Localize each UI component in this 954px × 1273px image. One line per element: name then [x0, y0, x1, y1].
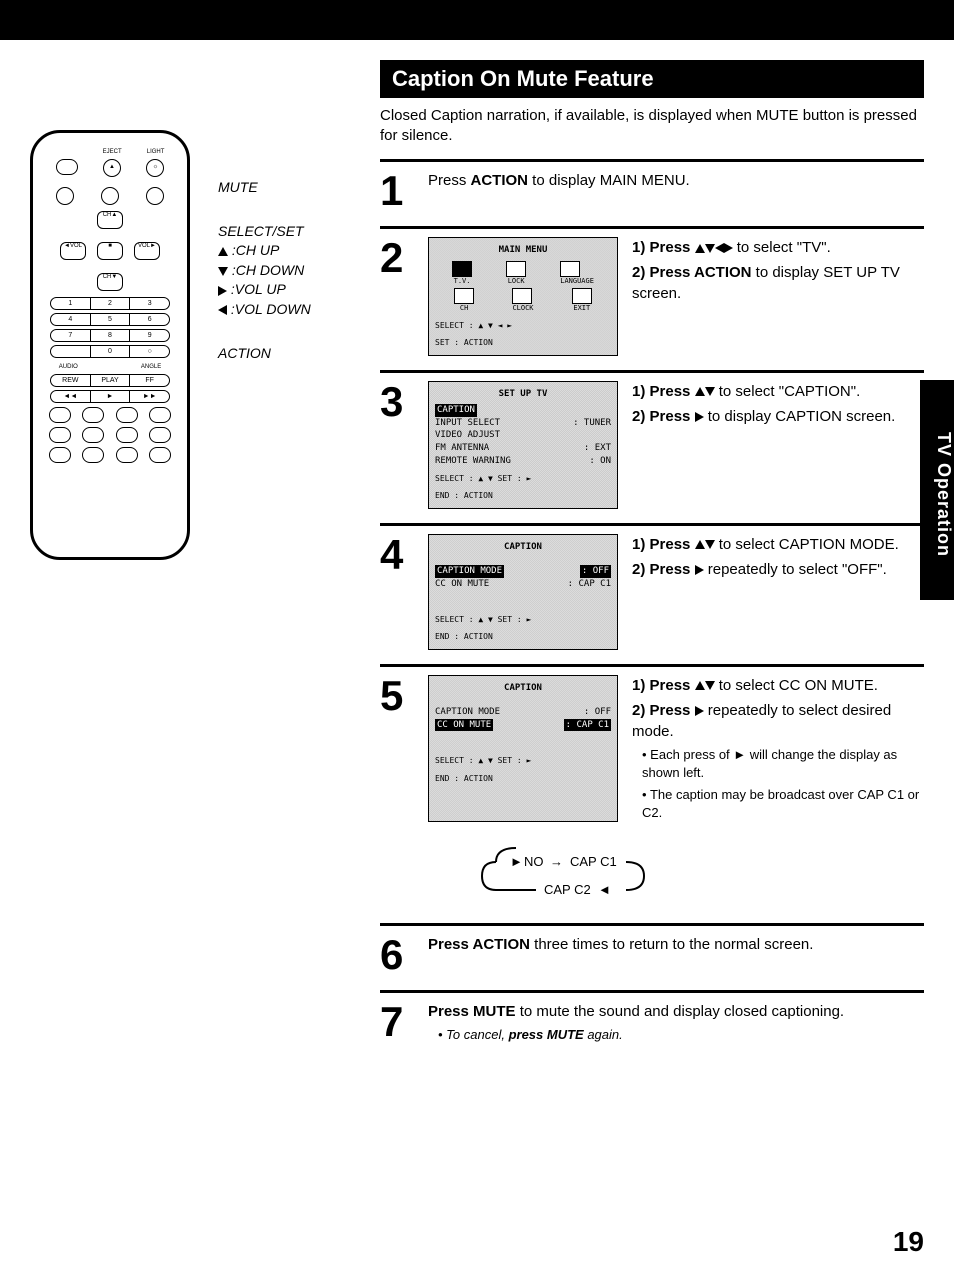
remote-pause-button — [49, 407, 71, 423]
step-2-text: 1) Press to select "TV". 2) Press ACTION… — [632, 237, 924, 356]
remote-misc-button — [146, 187, 164, 205]
remote-callouts: MUTE SELECT/SET :CH UP :CH DOWN :VOL UP … — [218, 130, 311, 387]
step-5-num: 5 — [380, 675, 416, 910]
svg-text:NO: NO — [524, 854, 544, 869]
remote-illustration: EJECT LIGHT ▲ ☼ CH▲ ◄VOL ■ VOL► — [30, 130, 190, 560]
callout-action: ACTION — [218, 344, 311, 364]
callout-ch-up: :CH UP — [218, 241, 311, 261]
remote-eject-button: ▲ — [103, 159, 121, 177]
svg-text:►: ► — [510, 854, 523, 869]
remote-c2-button — [82, 447, 104, 463]
side-tab: TV Operation — [920, 380, 954, 600]
step-6: 6 Press ACTION three times to return to … — [380, 923, 924, 990]
svg-text:→: → — [550, 854, 563, 869]
step-7-text: Press MUTE to mute the sound and display… — [428, 1001, 924, 1044]
step-5-osd: CAPTION CAPTION MODE: OFF CC ON MUTE: CA… — [428, 675, 618, 823]
step-5-text: 1) Press to select CC ON MUTE. 2) Press … — [632, 675, 924, 823]
remote-num-row-1: 123 — [50, 297, 170, 310]
svg-text:CAP C2: CAP C2 — [544, 882, 591, 897]
svg-text:◄: ◄ — [598, 882, 611, 897]
step-1-text: Press ACTION to display MAIN MENU. — [428, 170, 924, 212]
remote-b2-button — [82, 427, 104, 443]
remote-c4-button — [149, 447, 171, 463]
remote-b1-button — [49, 427, 71, 443]
top-bar — [0, 0, 954, 40]
remote-c1-button — [49, 447, 71, 463]
step-1: 1 Press ACTION to display MAIN MENU. — [380, 159, 924, 226]
step-4-text: 1) Press to select CAPTION MODE. 2) Pres… — [632, 534, 924, 650]
step-1-num: 1 — [380, 170, 416, 212]
remote-num-row-3: 789 — [50, 329, 170, 342]
remote-misc2-button — [149, 407, 171, 423]
step-7: 7 Press MUTE to mute the sound and displ… — [380, 990, 924, 1058]
step-4-osd: CAPTION CAPTION MODE: OFF CC ON MUTE: CA… — [428, 534, 618, 650]
remote-b3-button — [116, 427, 138, 443]
step-5-sub-1: • Each press of ► will change the displa… — [642, 746, 924, 782]
remote-select-button: ■ — [97, 242, 123, 260]
remote-display-button — [116, 407, 138, 423]
page-number: 19 — [893, 1226, 924, 1258]
remote-power-button — [56, 159, 78, 175]
step-3-num: 3 — [380, 381, 416, 509]
remote-c3-button — [116, 447, 138, 463]
step-3: 3 SET UP TV CAPTION INPUT SELECT: TUNER … — [380, 370, 924, 523]
section-title: Caption On Mute Feature — [380, 60, 924, 98]
remote-stop-button — [82, 407, 104, 423]
remote-eject-label: EJECT — [103, 149, 122, 155]
step-2: 2 MAIN MENU T.V. LOCK LANGUAGE CH CLOCK … — [380, 226, 924, 370]
remote-b4-button — [149, 427, 171, 443]
step-2-num: 2 — [380, 237, 416, 356]
intro-text: Closed Caption narration, if available, … — [380, 106, 924, 145]
step-4: 4 CAPTION CAPTION MODE: OFF CC ON MUTE: … — [380, 523, 924, 664]
step-3-text: 1) Press to select "CAPTION". 2) Press t… — [632, 381, 924, 509]
step-6-num: 6 — [380, 934, 416, 976]
step-2-osd: MAIN MENU T.V. LOCK LANGUAGE CH CLOCK EX… — [428, 237, 618, 356]
remote-dpad: CH▲ ◄VOL ■ VOL► CH▼ — [60, 211, 160, 291]
right-column: Caption On Mute Feature Closed Caption n… — [370, 60, 924, 1059]
step-3-osd: SET UP TV CAPTION INPUT SELECT: TUNER VI… — [428, 381, 618, 509]
remote-num-row-2: 456 — [50, 313, 170, 326]
step-4-num: 4 — [380, 534, 416, 650]
callout-mute: MUTE — [218, 178, 311, 198]
remote-transport-2: ◄◄►►► — [50, 390, 170, 403]
remote-light-label: LIGHT — [147, 149, 165, 155]
callout-ch-down: :CH DOWN — [218, 261, 311, 281]
remote-mute-button — [101, 187, 119, 205]
step-5: 5 CAPTION CAPTION MODE: OFF CC ON MUTE: … — [380, 664, 924, 924]
step-7-num: 7 — [380, 1001, 416, 1044]
step-5-cycle-diagram: ► NO → CAP C1 CAP C2 ◄ — [476, 844, 666, 909]
remote-piptv-button — [56, 187, 74, 205]
left-column: EJECT LIGHT ▲ ☼ CH▲ ◄VOL ■ VOL► — [30, 60, 370, 1059]
remote-action-button: ○ — [130, 346, 169, 357]
remote-light-button: ☼ — [146, 159, 164, 177]
callout-select-set: SELECT/SET — [218, 222, 311, 242]
step-6-text: Press ACTION three times to return to th… — [428, 934, 924, 976]
callout-vol-down: :VOL DOWN — [218, 300, 311, 320]
remote-num-row-4: 0○ — [50, 345, 170, 358]
step-5-sub-2: • The caption may be broadcast over CAP … — [642, 786, 924, 822]
svg-text:CAP C1: CAP C1 — [570, 854, 617, 869]
remote-transport-1: REWPLAYFF — [50, 374, 170, 387]
callout-vol-up: :VOL UP — [218, 280, 311, 300]
